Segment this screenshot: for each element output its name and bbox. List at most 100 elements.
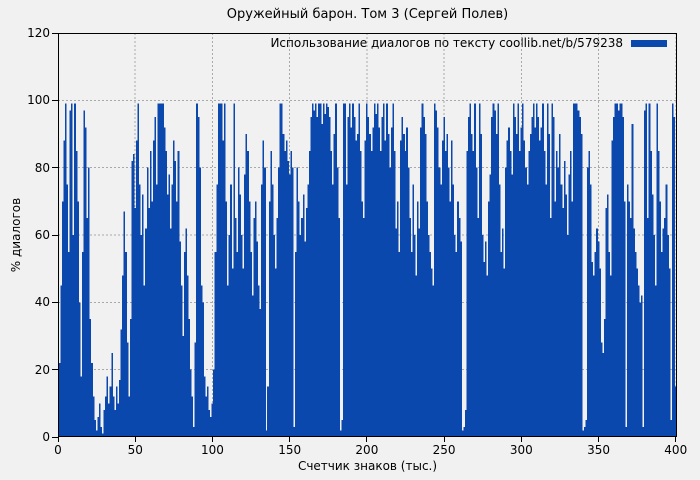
bar: [437, 127, 439, 437]
bar: [517, 103, 520, 437]
bar: [220, 103, 223, 437]
bar: [157, 103, 160, 437]
bar: [264, 167, 266, 437]
bar: [480, 134, 482, 437]
bar: [285, 140, 288, 437]
bar: [665, 184, 668, 437]
bar: [421, 103, 424, 437]
bar: [344, 103, 347, 437]
bar: [298, 201, 300, 437]
bar: [485, 241, 487, 437]
bar: [630, 218, 632, 437]
bar: [545, 184, 547, 437]
bar: [98, 403, 101, 437]
bar: [535, 103, 538, 437]
bar: [475, 167, 478, 437]
bar: [489, 174, 492, 437]
bar: [435, 110, 438, 437]
bar: [109, 386, 112, 437]
bar: [497, 103, 499, 437]
bar: [552, 117, 555, 437]
bar: [219, 103, 221, 437]
bar: [151, 201, 154, 437]
bar: [257, 285, 260, 437]
bar: [66, 184, 69, 437]
bar: [656, 103, 659, 437]
bar: [471, 134, 473, 437]
bar: [565, 194, 567, 437]
bar: [440, 184, 442, 437]
bar: [451, 140, 453, 437]
bar: [607, 194, 609, 437]
bar: [441, 140, 444, 437]
bar: [396, 201, 399, 437]
bar: [208, 410, 211, 437]
bar: [339, 430, 342, 437]
bar: [186, 275, 189, 437]
bar: [95, 430, 98, 437]
bar: [149, 150, 152, 437]
bar: [342, 103, 345, 437]
bar: [105, 396, 107, 437]
bar: [424, 134, 427, 437]
bar: [92, 396, 95, 437]
bar: [366, 103, 368, 437]
bar: [449, 201, 452, 437]
bar: [537, 117, 540, 437]
bar: [145, 228, 147, 437]
bar: [602, 352, 604, 437]
bar: [75, 150, 78, 437]
bar: [217, 103, 220, 437]
bar: [390, 127, 393, 437]
bar: [611, 140, 614, 437]
bar: [242, 268, 245, 437]
bar: [506, 140, 509, 437]
y-tick-label: 100: [27, 93, 50, 108]
bar: [128, 396, 130, 437]
bar: [210, 416, 212, 437]
bar: [338, 218, 340, 437]
bar: [474, 103, 476, 437]
bar: [224, 103, 226, 437]
bar: [94, 420, 96, 437]
bar: [395, 228, 398, 437]
bar: [443, 117, 445, 437]
bar: [378, 127, 381, 437]
bar: [78, 302, 81, 437]
bar: [398, 251, 401, 437]
bar: [182, 336, 184, 437]
bar: [518, 150, 521, 437]
bar: [274, 268, 277, 437]
y-tick-label: 120: [27, 26, 50, 40]
bar: [85, 127, 87, 437]
bar: [415, 275, 418, 437]
legend: Использование диалогов по тексту coollib…: [270, 36, 667, 50]
bar: [112, 396, 115, 437]
bar: [168, 174, 170, 437]
bar: [603, 319, 606, 437]
bar: [256, 241, 259, 437]
x-axis-label: Счетчик знаков (тыс.): [297, 459, 438, 473]
y-tick-label: 80: [34, 160, 50, 175]
bar: [413, 235, 416, 437]
y-tick-mark: [52, 167, 58, 169]
bar: [647, 218, 649, 437]
bar: [492, 103, 495, 437]
bar: [239, 194, 242, 437]
bar: [434, 103, 436, 437]
bar: [146, 167, 149, 437]
bar: [505, 167, 507, 437]
bar: [288, 174, 291, 437]
chart-title: Оружейный барон. Том 3 (Сергей Полев): [226, 7, 509, 22]
bar: [636, 268, 638, 437]
bar: [617, 110, 620, 437]
bar: [120, 329, 123, 437]
bar: [444, 150, 447, 437]
bar: [605, 208, 608, 437]
bar: [664, 218, 666, 437]
bar: [156, 184, 158, 437]
bar: [302, 194, 305, 437]
bar: [591, 261, 594, 437]
bar: [427, 235, 430, 437]
x-tick-mark: [211, 437, 213, 442]
